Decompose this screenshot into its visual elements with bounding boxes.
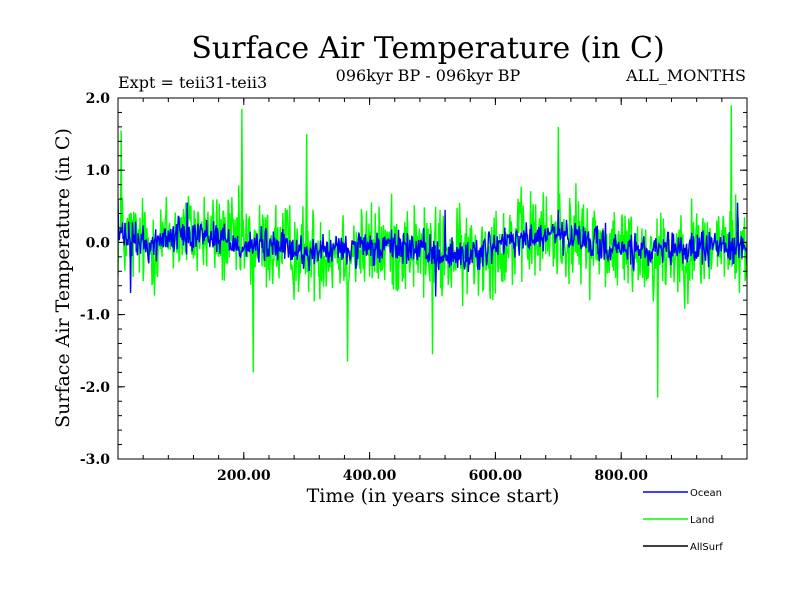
- y-tick-label: -2.0: [80, 380, 110, 396]
- x-tick-label: 800.00: [594, 468, 648, 484]
- chart-subtitle-left: Expt = teii31-teii3: [118, 73, 267, 92]
- x-axis: 200.00 400.00 600.00 800.00: [142, 98, 723, 484]
- series-layer: [118, 105, 747, 398]
- y-tick-label: 2.0: [86, 91, 111, 107]
- legend-label-allsurf: AllSurf: [690, 542, 723, 553]
- y-axis-label: Surface Air Temperature (in C): [52, 128, 74, 428]
- y-tick-label: 0.0: [86, 235, 111, 251]
- x-tick-label: 400.00: [343, 468, 397, 484]
- x-axis-label: Time (in years since start): [307, 485, 560, 507]
- y-axis: 2.0 1.0 0.0 -1.0 -2.0 -3.0: [80, 91, 747, 468]
- chart-title: Surface Air Temperature (in C): [191, 31, 664, 66]
- legend-label-ocean: Ocean: [690, 488, 722, 499]
- legend-label-land: Land: [690, 515, 714, 526]
- y-tick-label: -1.0: [80, 308, 110, 324]
- x-tick-label: 200.00: [217, 468, 271, 484]
- y-tick-label: 1.0: [86, 163, 111, 179]
- chart-subtitle-center: 096kyr BP - 096kyr BP: [336, 66, 521, 85]
- chart-subtitle-right: ALL_MONTHS: [625, 66, 746, 85]
- plot-frame: [117, 97, 748, 460]
- series-line-ocean: [118, 199, 747, 297]
- y-tick-label: -3.0: [80, 452, 110, 468]
- legend: Ocean Land AllSurf: [643, 488, 723, 553]
- x-tick-label: 600.00: [469, 468, 523, 484]
